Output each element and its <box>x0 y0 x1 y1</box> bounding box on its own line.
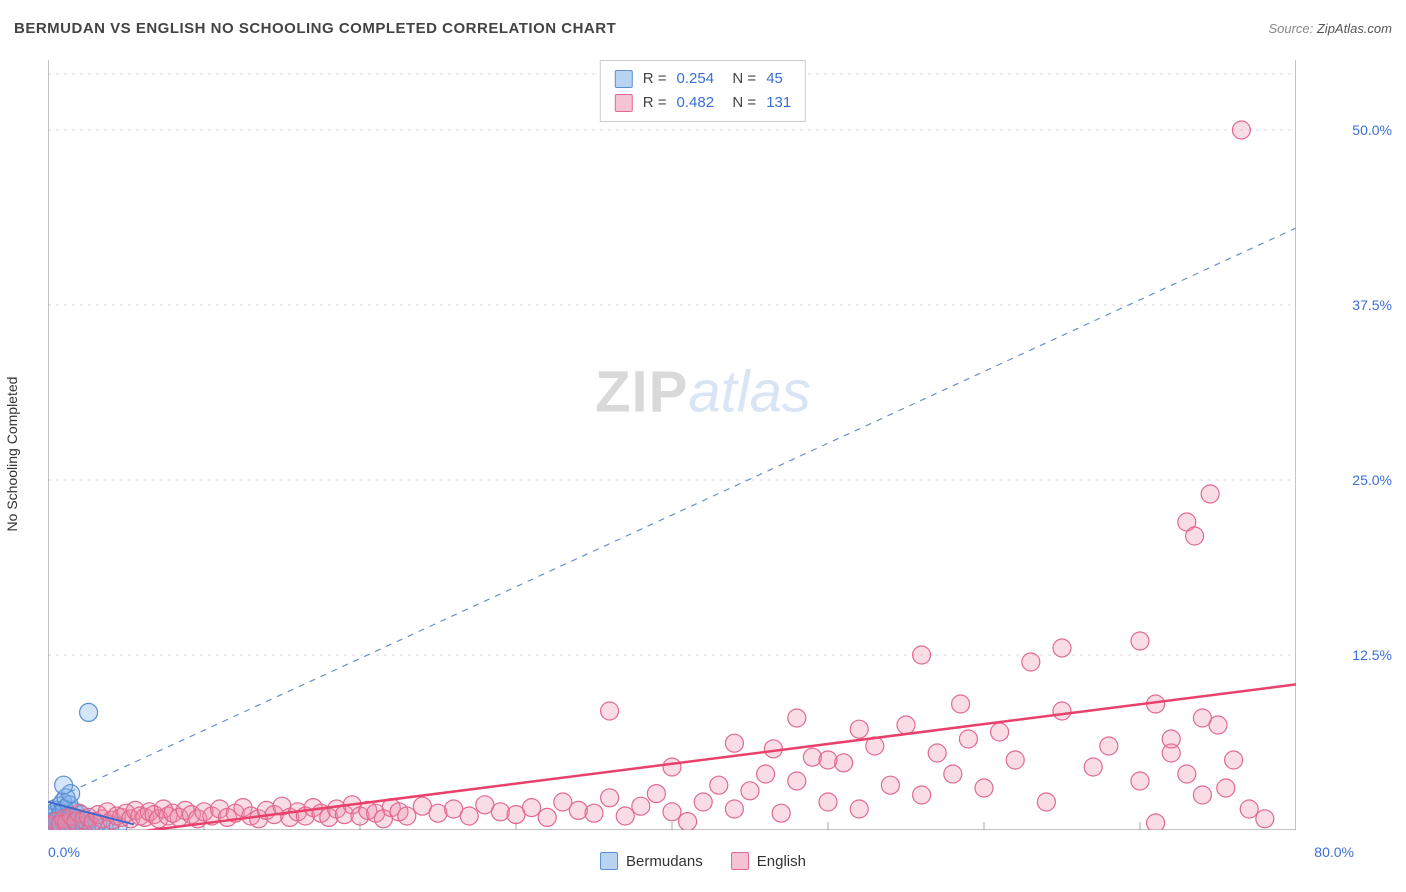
x-tick-max: 80.0% <box>1314 844 1354 860</box>
swatch-bermudans <box>615 70 633 88</box>
r-label: R = <box>643 91 667 115</box>
chart-header: BERMUDAN VS ENGLISH NO SCHOOLING COMPLET… <box>14 20 1392 37</box>
swatch-english <box>615 94 633 112</box>
r-value-english: 0.482 <box>677 91 715 115</box>
y-tick-label: 25.0% <box>1352 472 1392 488</box>
y-tick-label: 12.5% <box>1352 647 1392 663</box>
y-tick-label: 50.0% <box>1352 122 1392 138</box>
n-label: N = <box>724 67 756 91</box>
legend-label-english: English <box>757 853 806 870</box>
source-attribution: Source: ZipAtlas.com <box>1268 21 1392 36</box>
bottom-legend: Bermudans English <box>600 852 806 870</box>
x-tick-min: 0.0% <box>48 844 80 860</box>
correlation-row-bermudans: R = 0.254 N = 45 <box>615 67 791 91</box>
r-label: R = <box>643 67 667 91</box>
legend-item-english: English <box>731 852 806 870</box>
n-value-english: 131 <box>766 91 791 115</box>
legend-label-bermudans: Bermudans <box>626 853 703 870</box>
y-axis-label: No Schooling Completed <box>4 377 20 532</box>
correlation-row-english: R = 0.482 N = 131 <box>615 91 791 115</box>
chart-title: BERMUDAN VS ENGLISH NO SCHOOLING COMPLET… <box>14 20 616 37</box>
n-value-bermudans: 45 <box>766 67 783 91</box>
scatter-chart-svg <box>48 60 1296 830</box>
source-name: ZipAtlas.com <box>1317 21 1392 36</box>
source-prefix: Source: <box>1268 21 1316 36</box>
correlation-legend-box: R = 0.254 N = 45 R = 0.482 N = 131 <box>600 60 806 122</box>
legend-item-bermudans: Bermudans <box>600 852 703 870</box>
plot-area <box>48 60 1296 830</box>
swatch-bermudans-legend <box>600 852 618 870</box>
y-tick-label: 37.5% <box>1352 297 1392 313</box>
n-label: N = <box>724 91 756 115</box>
swatch-english-legend <box>731 852 749 870</box>
r-value-bermudans: 0.254 <box>677 67 715 91</box>
